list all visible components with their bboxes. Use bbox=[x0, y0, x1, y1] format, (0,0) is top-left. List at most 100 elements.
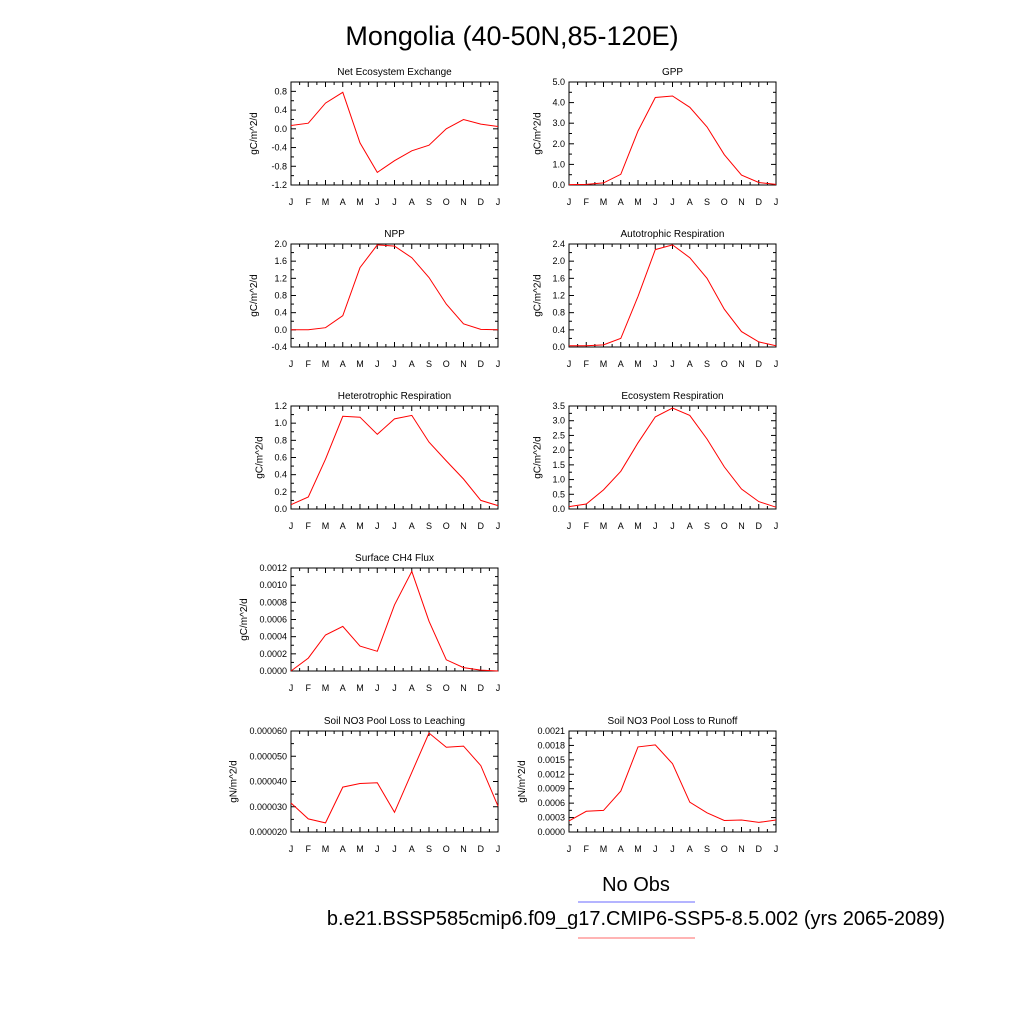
y-tick-label: 0.0012 bbox=[259, 563, 287, 573]
y-tick-label: 0.8 bbox=[274, 291, 287, 301]
y-tick-label: 0.000040 bbox=[249, 777, 287, 787]
y-axis-label: gC/m^2/d bbox=[254, 436, 265, 479]
x-tick-label: D bbox=[756, 197, 763, 207]
x-tick-label: J bbox=[670, 521, 675, 531]
y-axis-label: gC/m^2/d bbox=[532, 274, 543, 317]
y-tick-label: -0.4 bbox=[271, 342, 287, 352]
x-tick-label: N bbox=[460, 683, 467, 693]
x-tick-label: M bbox=[634, 844, 642, 854]
y-tick-label: 0.0018 bbox=[537, 740, 565, 750]
series-line bbox=[290, 570, 499, 672]
x-tick-label: D bbox=[756, 844, 763, 854]
x-tick-label: J bbox=[375, 359, 380, 369]
y-tick-label: 0.0003 bbox=[537, 813, 565, 823]
x-tick-label: J bbox=[375, 197, 380, 207]
x-tick-label: J bbox=[375, 683, 380, 693]
legend: No Obs b.e21.BSSP585cmip6.f09_g17.CMIP6-… bbox=[327, 874, 945, 939]
x-tick-label: M bbox=[356, 359, 364, 369]
y-tick-label: -0.4 bbox=[271, 143, 287, 153]
x-tick-label: J bbox=[774, 359, 779, 369]
x-tick-label: A bbox=[340, 359, 346, 369]
y-tick-label: 1.0 bbox=[552, 475, 565, 485]
chart-title: GPP bbox=[662, 67, 683, 78]
y-tick-label: 5.0 bbox=[552, 77, 565, 87]
x-tick-label: S bbox=[426, 521, 432, 531]
x-tick-label: J bbox=[496, 521, 501, 531]
x-tick-label: A bbox=[340, 844, 346, 854]
series-line bbox=[290, 91, 499, 174]
x-tick-label: A bbox=[409, 359, 415, 369]
y-axis-label: gC/m^2/d bbox=[532, 436, 543, 479]
y-tick-label: 1.6 bbox=[552, 273, 565, 283]
series-line bbox=[568, 407, 777, 508]
x-tick-label: D bbox=[756, 521, 763, 531]
y-axis-label: gN/m^2/d bbox=[228, 760, 239, 803]
y-tick-label: 0.0 bbox=[274, 504, 287, 514]
x-tick-label: S bbox=[426, 683, 432, 693]
x-tick-label: A bbox=[340, 521, 346, 531]
series-line bbox=[290, 414, 499, 507]
y-tick-label: 0.0 bbox=[274, 325, 287, 335]
x-tick-label: N bbox=[460, 521, 467, 531]
x-tick-label: A bbox=[409, 683, 415, 693]
x-tick-label: J bbox=[392, 844, 397, 854]
x-tick-label: F bbox=[306, 197, 312, 207]
x-tick-label: S bbox=[426, 359, 432, 369]
x-tick-label: J bbox=[670, 844, 675, 854]
chart-title: Net Ecosystem Exchange bbox=[337, 67, 452, 78]
x-tick-label: F bbox=[584, 844, 590, 854]
y-tick-label: 2.0 bbox=[552, 445, 565, 455]
y-tick-label: 1.2 bbox=[552, 291, 565, 301]
y-tick-label: 0.000060 bbox=[249, 726, 287, 736]
x-tick-label: N bbox=[738, 844, 745, 854]
y-tick-label: 0.000030 bbox=[249, 802, 287, 812]
series-line bbox=[291, 244, 499, 331]
x-tick-label: O bbox=[721, 197, 728, 207]
y-axis-label: gN/m^2/d bbox=[517, 760, 528, 803]
x-tick-label: N bbox=[460, 844, 467, 854]
x-tick-label: N bbox=[738, 359, 745, 369]
x-tick-label: D bbox=[478, 521, 485, 531]
x-tick-label: A bbox=[687, 521, 693, 531]
x-tick-label: D bbox=[478, 197, 485, 207]
y-tick-label: 1.0 bbox=[552, 159, 565, 169]
x-tick-label: S bbox=[426, 197, 432, 207]
legend-model-label: b.e21.BSSP585cmip6.f09_g17.CMIP6-SSP5-8.… bbox=[327, 908, 945, 930]
x-tick-label: O bbox=[721, 844, 728, 854]
x-tick-label: A bbox=[618, 359, 624, 369]
x-tick-label: J bbox=[774, 521, 779, 531]
x-tick-label: N bbox=[738, 197, 745, 207]
chart-title: Ecosystem Respiration bbox=[621, 391, 723, 402]
x-tick-label: F bbox=[306, 844, 312, 854]
x-tick-label: S bbox=[704, 197, 710, 207]
x-tick-label: D bbox=[756, 359, 763, 369]
x-tick-label: J bbox=[392, 197, 397, 207]
y-tick-label: -0.8 bbox=[271, 161, 287, 171]
x-tick-label: J bbox=[496, 844, 501, 854]
y-tick-label: 0.000050 bbox=[249, 751, 287, 761]
x-tick-label: O bbox=[443, 521, 450, 531]
x-tick-label: M bbox=[600, 197, 608, 207]
x-tick-label: J bbox=[375, 844, 380, 854]
y-axis-label: gC/m^2/d bbox=[532, 112, 543, 155]
y-tick-label: 0.6 bbox=[274, 453, 287, 463]
x-tick-label: O bbox=[721, 521, 728, 531]
x-tick-label: F bbox=[584, 359, 590, 369]
x-tick-label: M bbox=[322, 683, 330, 693]
x-tick-label: S bbox=[704, 844, 710, 854]
x-tick-label: F bbox=[306, 683, 312, 693]
y-axis-label: gC/m^2/d bbox=[249, 274, 260, 317]
x-tick-label: N bbox=[738, 521, 745, 531]
x-tick-label: D bbox=[478, 844, 485, 854]
y-axis-label: gC/m^2/d bbox=[249, 112, 260, 155]
x-tick-label: A bbox=[340, 197, 346, 207]
y-tick-label: 0.0008 bbox=[259, 597, 287, 607]
chart-title: Soil NO3 Pool Loss to Runoff bbox=[608, 716, 738, 727]
x-tick-label: J bbox=[653, 521, 658, 531]
x-tick-label: S bbox=[426, 844, 432, 854]
x-tick-label: D bbox=[478, 683, 485, 693]
